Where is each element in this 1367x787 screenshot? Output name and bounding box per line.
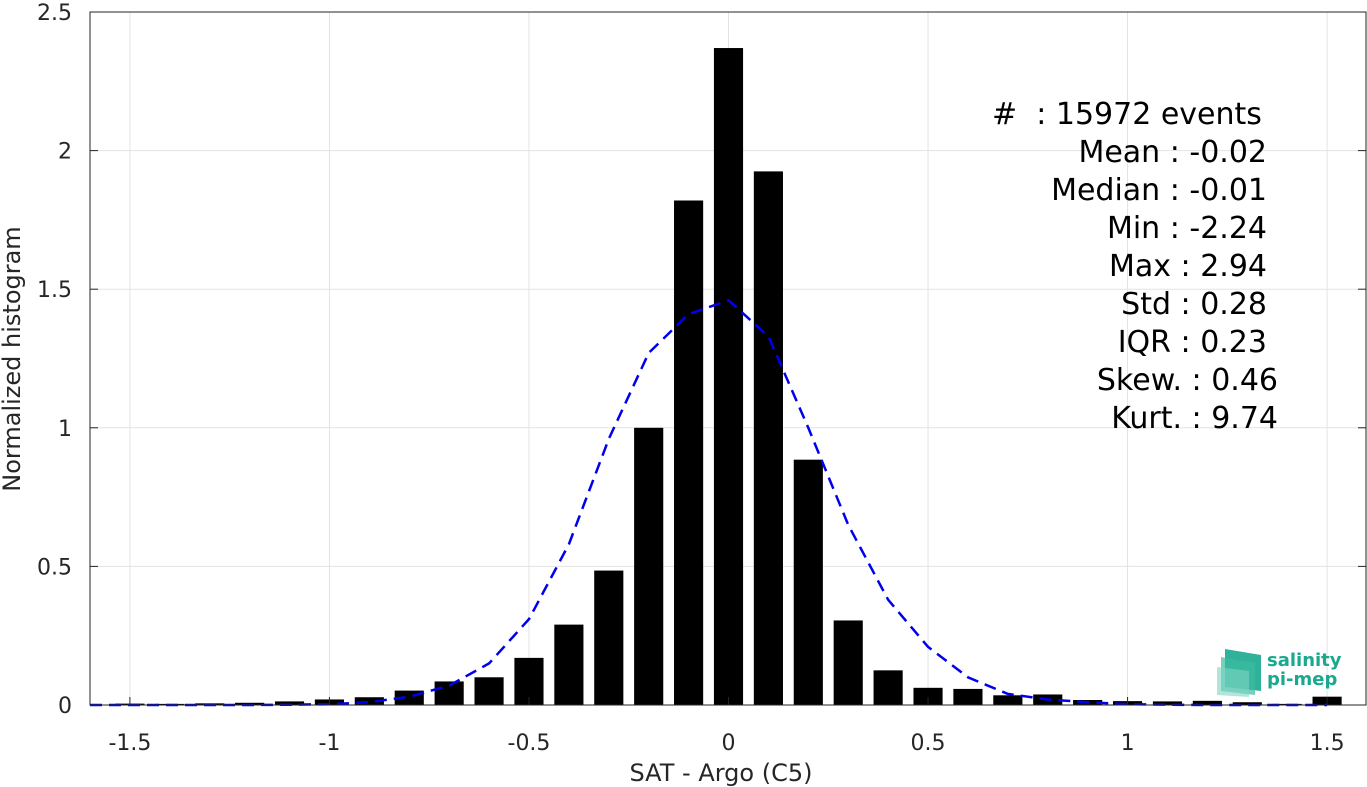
y-tick-label: 1.5	[37, 278, 72, 303]
stats-max: Max : 2.94	[1109, 249, 1267, 284]
x-tick-label: -1	[318, 731, 340, 756]
logo-line1: salinity	[1267, 650, 1342, 671]
y-tick-label: 1	[58, 417, 72, 442]
stats-min: Min : -2.24	[1106, 211, 1267, 246]
histogram-bar	[1232, 702, 1262, 705]
histogram-bar	[634, 427, 664, 705]
y-tick-label: 0	[58, 694, 72, 719]
stats-mean: Mean : -0.02	[1078, 135, 1267, 170]
histogram-bar	[1192, 700, 1222, 705]
histogram-bar	[953, 688, 983, 705]
histogram-bar	[554, 624, 584, 705]
x-tick-label: -1.5	[108, 731, 151, 756]
histogram-bar	[753, 171, 783, 705]
histogram-bar	[793, 459, 823, 705]
histogram-bar	[833, 620, 863, 705]
stats-median: Median : -0.01	[1051, 173, 1267, 208]
x-tick-label: 0.5	[911, 731, 946, 756]
salinity-pimep-logo: salinity pi-mep	[1215, 645, 1345, 697]
x-tick-label: 0	[722, 731, 736, 756]
histogram-bar	[594, 570, 624, 705]
wave-layers-icon	[1217, 649, 1261, 697]
y-axis-label: Normalized histogram	[0, 226, 26, 491]
histogram-bar	[474, 677, 504, 705]
y-tick-label: 2	[58, 140, 72, 165]
histogram-bars	[115, 48, 1342, 705]
y-axis-ticks: 0 0.5 1 1.5 2 2.5	[37, 1, 1366, 719]
histogram-bar	[354, 697, 384, 705]
x-axis-label: SAT - Argo (C5)	[630, 759, 813, 787]
stats-std: Std : 0.28	[1121, 287, 1267, 322]
histogram-bar	[1152, 701, 1183, 705]
x-axis-ticks: -1.5 -1 -0.5 0 0.5 1 1.5	[108, 697, 1345, 756]
histogram-bar	[674, 200, 704, 705]
histogram-bar	[993, 695, 1023, 705]
histogram-bar	[713, 48, 744, 705]
histogram-bar	[873, 670, 903, 705]
stats-skew: Skew. : 0.46	[1096, 363, 1278, 398]
stats-iqr: IQR : 0.23	[1117, 325, 1267, 360]
stats-count: # : 15972 events	[992, 97, 1262, 132]
histogram-bar	[274, 701, 305, 705]
logo-line2: pi-mep	[1267, 669, 1338, 690]
x-tick-label: 1	[1121, 731, 1135, 756]
stats-kurt: Kurt. : 9.74	[1111, 401, 1278, 436]
x-tick-label: -0.5	[508, 731, 551, 756]
x-tick-label: 1.5	[1310, 731, 1345, 756]
y-tick-label: 2.5	[37, 1, 72, 26]
y-tick-label: 0.5	[37, 555, 72, 580]
normal-fit-curve	[90, 298, 1328, 707]
histogram-bar	[913, 687, 943, 705]
